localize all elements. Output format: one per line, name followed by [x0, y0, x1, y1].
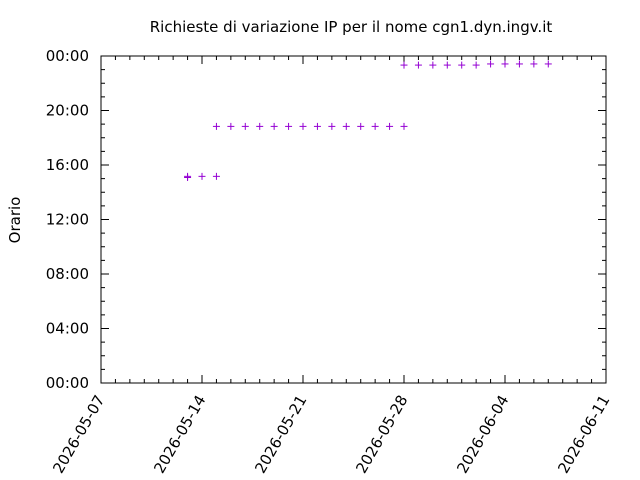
data-point — [313, 122, 321, 130]
data-point — [241, 122, 249, 130]
data-point — [270, 122, 278, 130]
x-tick-label: 2026-05-28 — [352, 392, 411, 477]
y-tick-labels: 00:00 04:00 08:00 12:00 16:00 20:00 00:00 — [46, 47, 89, 392]
data-point — [443, 61, 451, 69]
data-point — [198, 172, 206, 180]
data-point — [400, 61, 408, 69]
y-tick-label: 16:00 — [46, 156, 89, 174]
data-point — [458, 61, 466, 69]
data-point — [429, 61, 437, 69]
data-point — [357, 122, 365, 130]
data-point — [400, 122, 408, 130]
data-point — [285, 122, 293, 130]
data-point — [414, 61, 422, 69]
data-point — [328, 122, 336, 130]
x-tick-label: 2026-06-04 — [453, 392, 512, 477]
x-tick-label: 2026-05-14 — [150, 392, 209, 477]
data-point — [501, 60, 509, 68]
data-point — [299, 122, 307, 130]
x-tick-label: 2026-06-11 — [554, 392, 613, 477]
chart-title: Richieste di variazione IP per il nome c… — [150, 18, 553, 36]
x-tick-label: 2026-05-07 — [49, 392, 108, 477]
y-tick-label: 12:00 — [46, 211, 89, 229]
x-tick-labels: 2026-05-07 2026-05-14 2026-05-21 2026-05-28… — [49, 392, 613, 477]
y-tick-label: 00:00 — [46, 47, 89, 65]
y-tick-label: 00:00 — [46, 374, 89, 392]
data-point — [256, 122, 264, 130]
data-point — [487, 60, 495, 68]
data-point — [212, 122, 220, 130]
y-tick-label: 08:00 — [46, 265, 89, 283]
data-point — [342, 122, 350, 130]
data-point — [184, 173, 192, 181]
data-point — [386, 122, 394, 130]
data-points — [184, 60, 552, 181]
y-axis-label: Orario — [6, 197, 24, 244]
data-point — [371, 122, 379, 130]
y-tick-label: 20:00 — [46, 102, 89, 120]
major-ticks — [100, 55, 607, 384]
minor-ticks — [101, 56, 606, 383]
x-tick-label: 2026-05-21 — [251, 392, 310, 477]
data-point — [227, 122, 235, 130]
data-point — [515, 60, 523, 68]
data-point — [472, 61, 480, 69]
data-point — [544, 60, 552, 68]
y-tick-label: 04:00 — [46, 320, 89, 338]
plot-frame — [100, 55, 607, 384]
data-point — [530, 60, 538, 68]
data-point — [212, 172, 220, 180]
